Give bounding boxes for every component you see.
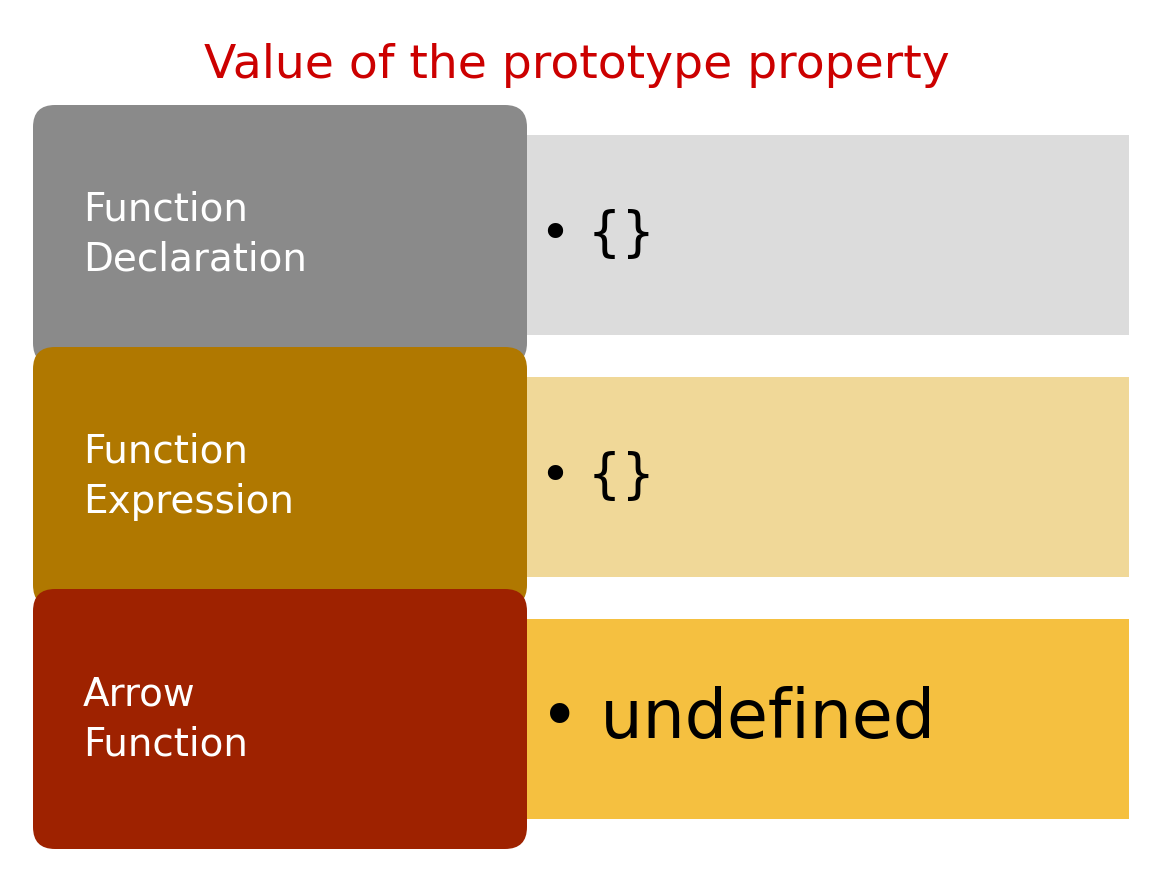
FancyBboxPatch shape [33,105,527,365]
Text: Arrow
Function: Arrow Function [83,675,248,763]
Text: • undefined: • undefined [540,686,935,752]
Text: • {}: • {} [540,451,655,503]
Text: Value of the prototype property: Value of the prototype property [204,42,950,87]
Bar [55,619,1129,819]
FancyBboxPatch shape [33,589,527,849]
Bar [55,135,1129,335]
Text: Function
Expression: Function Expression [83,433,294,521]
FancyBboxPatch shape [33,347,527,607]
Text: Function
Declaration: Function Declaration [83,191,307,279]
Text: • {}: • {} [540,209,655,261]
Bar [55,377,1129,577]
